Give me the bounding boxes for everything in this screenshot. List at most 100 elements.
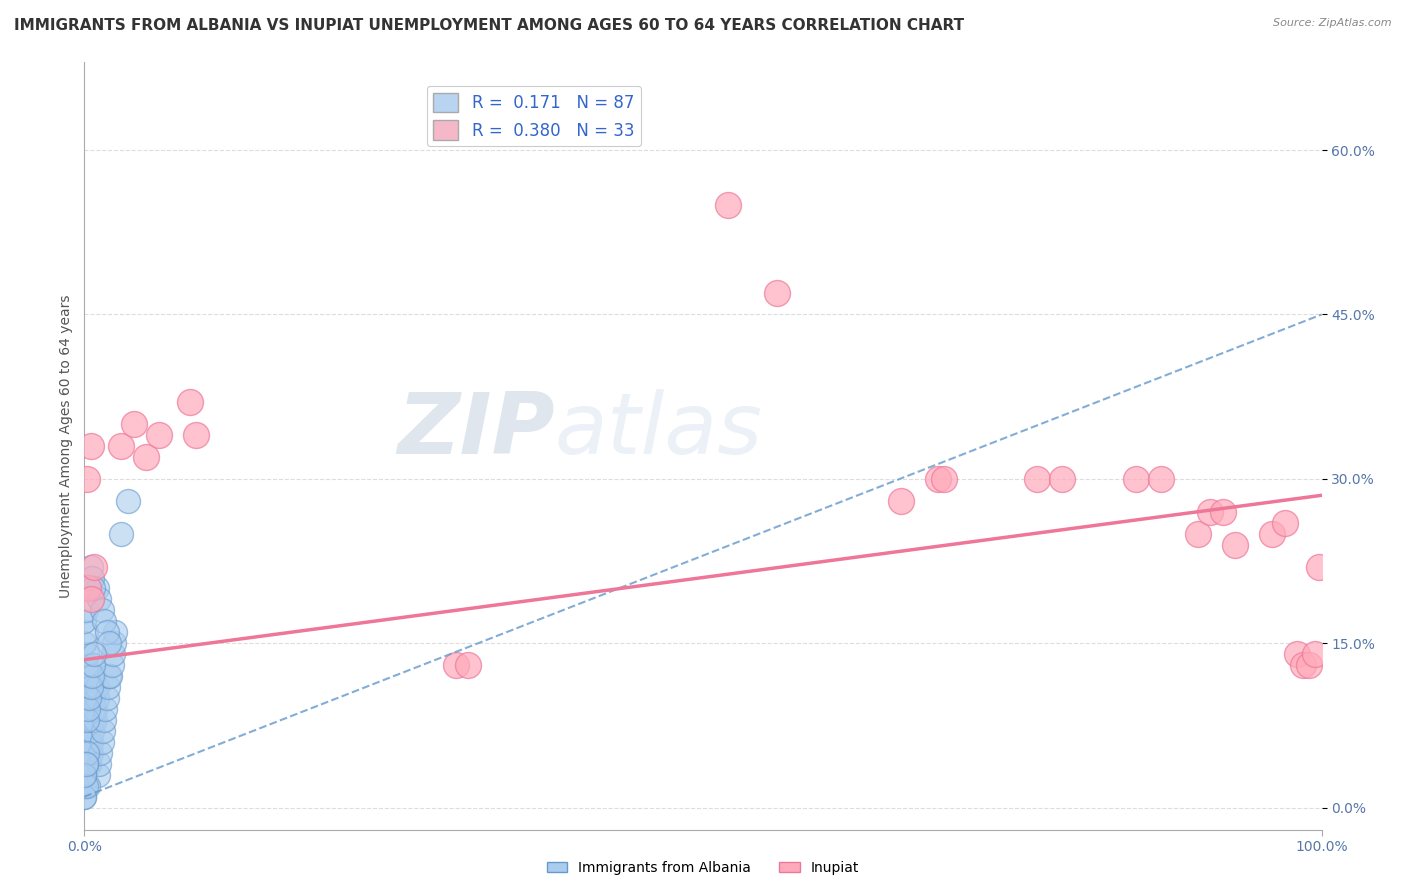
Point — [117, 493, 139, 508]
Point — [84, 713, 107, 727]
Point — [77, 582, 100, 596]
Point — [82, 691, 104, 706]
Point — [76, 746, 98, 760]
Point — [79, 559, 101, 574]
Point — [87, 768, 110, 782]
Text: ZIP: ZIP — [396, 389, 554, 472]
Point — [77, 756, 100, 771]
Point — [89, 746, 111, 760]
Point — [84, 702, 107, 716]
Point — [100, 658, 122, 673]
Point — [76, 756, 98, 771]
Point — [76, 746, 98, 760]
Point — [717, 198, 740, 212]
Point — [1305, 647, 1327, 661]
Point — [76, 735, 98, 749]
Point — [94, 702, 117, 716]
Point — [73, 615, 96, 629]
Point — [80, 570, 103, 584]
Point — [75, 603, 97, 617]
Point — [1223, 538, 1246, 552]
Point — [73, 789, 96, 804]
Point — [73, 735, 96, 749]
Point — [101, 647, 124, 661]
Point — [86, 582, 108, 596]
Point — [73, 713, 96, 727]
Point — [75, 735, 97, 749]
Point — [73, 756, 96, 771]
Point — [75, 746, 97, 760]
Point — [75, 658, 97, 673]
Legend: Immigrants from Albania, Inupiat: Immigrants from Albania, Inupiat — [541, 855, 865, 880]
Point — [79, 691, 101, 706]
Point — [83, 669, 105, 683]
Point — [110, 526, 132, 541]
Point — [79, 680, 101, 694]
Point — [135, 450, 157, 464]
Point — [76, 746, 98, 760]
Point — [79, 756, 101, 771]
Point — [80, 713, 103, 727]
Point — [77, 702, 100, 716]
Point — [76, 713, 98, 727]
Point — [77, 746, 100, 760]
Point — [148, 428, 170, 442]
Point — [1026, 472, 1049, 486]
Point — [98, 636, 121, 650]
Point — [75, 756, 97, 771]
Point — [89, 756, 111, 771]
Point — [444, 658, 467, 673]
Legend: R =  0.171   N = 87, R =  0.380   N = 33: R = 0.171 N = 87, R = 0.380 N = 33 — [427, 87, 641, 146]
Point — [73, 779, 96, 793]
Point — [73, 723, 96, 738]
Text: Source: ZipAtlas.com: Source: ZipAtlas.com — [1274, 18, 1392, 28]
Point — [76, 472, 98, 486]
Point — [73, 768, 96, 782]
Y-axis label: Unemployment Among Ages 60 to 64 years: Unemployment Among Ages 60 to 64 years — [59, 294, 73, 598]
Point — [184, 428, 207, 442]
Point — [1125, 472, 1147, 486]
Point — [75, 756, 97, 771]
Point — [79, 735, 101, 749]
Point — [82, 702, 104, 716]
Point — [1308, 559, 1330, 574]
Point — [766, 285, 789, 300]
Point — [1199, 505, 1222, 519]
Point — [98, 669, 121, 683]
Point — [73, 768, 96, 782]
Point — [73, 789, 96, 804]
Point — [79, 735, 101, 749]
Point — [97, 680, 120, 694]
Point — [73, 691, 96, 706]
Point — [89, 592, 111, 607]
Point — [73, 768, 96, 782]
Point — [1261, 526, 1284, 541]
Point — [77, 779, 100, 793]
Point — [934, 472, 956, 486]
Point — [73, 702, 96, 716]
Point — [1212, 505, 1234, 519]
Point — [75, 756, 97, 771]
Point — [93, 713, 115, 727]
Point — [77, 735, 100, 749]
Point — [890, 493, 912, 508]
Point — [86, 691, 108, 706]
Point — [90, 735, 112, 749]
Point — [96, 625, 118, 640]
Point — [83, 647, 105, 661]
Point — [1285, 647, 1308, 661]
Point — [457, 658, 479, 673]
Point — [1274, 516, 1296, 530]
Point — [83, 559, 105, 574]
Point — [82, 582, 104, 596]
Point — [1298, 658, 1320, 673]
Point — [76, 647, 98, 661]
Text: IMMIGRANTS FROM ALBANIA VS INUPIAT UNEMPLOYMENT AMONG AGES 60 TO 64 YEARS CORREL: IMMIGRANTS FROM ALBANIA VS INUPIAT UNEMP… — [14, 18, 965, 33]
Point — [104, 625, 127, 640]
Point — [75, 756, 97, 771]
Point — [75, 746, 97, 760]
Point — [80, 723, 103, 738]
Point — [1150, 472, 1173, 486]
Point — [179, 395, 201, 409]
Point — [103, 636, 125, 650]
